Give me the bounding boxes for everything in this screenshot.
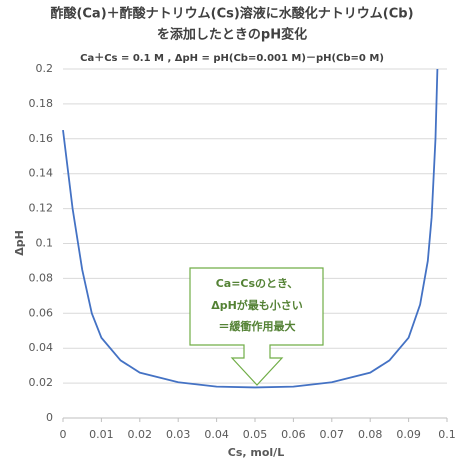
y-tick-label: 0.06 [29, 306, 54, 319]
x-tick-label: 0.04 [204, 428, 229, 441]
y-tick-label: 0.2 [36, 62, 54, 75]
y-tick-label: 0.04 [29, 341, 54, 354]
x-axis-label: Cs, mol/L [228, 446, 284, 459]
annotation: Ca=Csのとき、 [216, 277, 299, 290]
chart-subtitle: Ca＋Cs = 0.1 M , ΔpH = pH(Cb=0.001 M)－pH(… [80, 52, 384, 64]
y-tick-label: 0.02 [29, 376, 54, 389]
annotation: ΔpHが最も小さい [211, 298, 303, 312]
y-tick-label: 0.1 [36, 237, 54, 250]
x-tick-label: 0 [60, 428, 67, 441]
y-tick-label: 0 [46, 411, 53, 424]
x-tick-label: 0.05 [243, 428, 268, 441]
data-line [62, 68, 439, 389]
y-tick-label: 0.18 [29, 97, 54, 110]
y-tick-label: 0.14 [29, 167, 54, 180]
y-axis-label: ΔpH [13, 230, 26, 256]
chart-title: を添加したときのpH変化 [157, 27, 307, 43]
chart-title: 酢酸(Ca)＋酢酸ナトリウム(Cs)溶液に水酸化ナトリウム(Cb) [50, 6, 413, 22]
y-tick-label: 0.12 [29, 202, 54, 215]
annotation: ＝緩衝作用最大 [219, 319, 296, 333]
plot-area: 0 0.02 0.04 0.06 0.08 0.1 0.12 0.14 0.16 0.18 0.2 0… [29, 62, 456, 441]
callout-arrow [189, 267, 324, 386]
x-tick-label: 0.09 [396, 428, 421, 441]
x-tick-label: 0.1 [438, 428, 456, 441]
x-tick-label: 0.06 [281, 428, 306, 441]
x-tick-label: 0.02 [128, 428, 153, 441]
x-tick-label: 0.07 [320, 428, 345, 441]
y-tick-label: 0.08 [29, 271, 54, 284]
x-tick-label: 0.03 [166, 428, 191, 441]
y-tick-label: 0.16 [29, 132, 54, 145]
x-tick-label: 0.08 [358, 428, 383, 441]
x-tick-label: 0.01 [89, 428, 114, 441]
